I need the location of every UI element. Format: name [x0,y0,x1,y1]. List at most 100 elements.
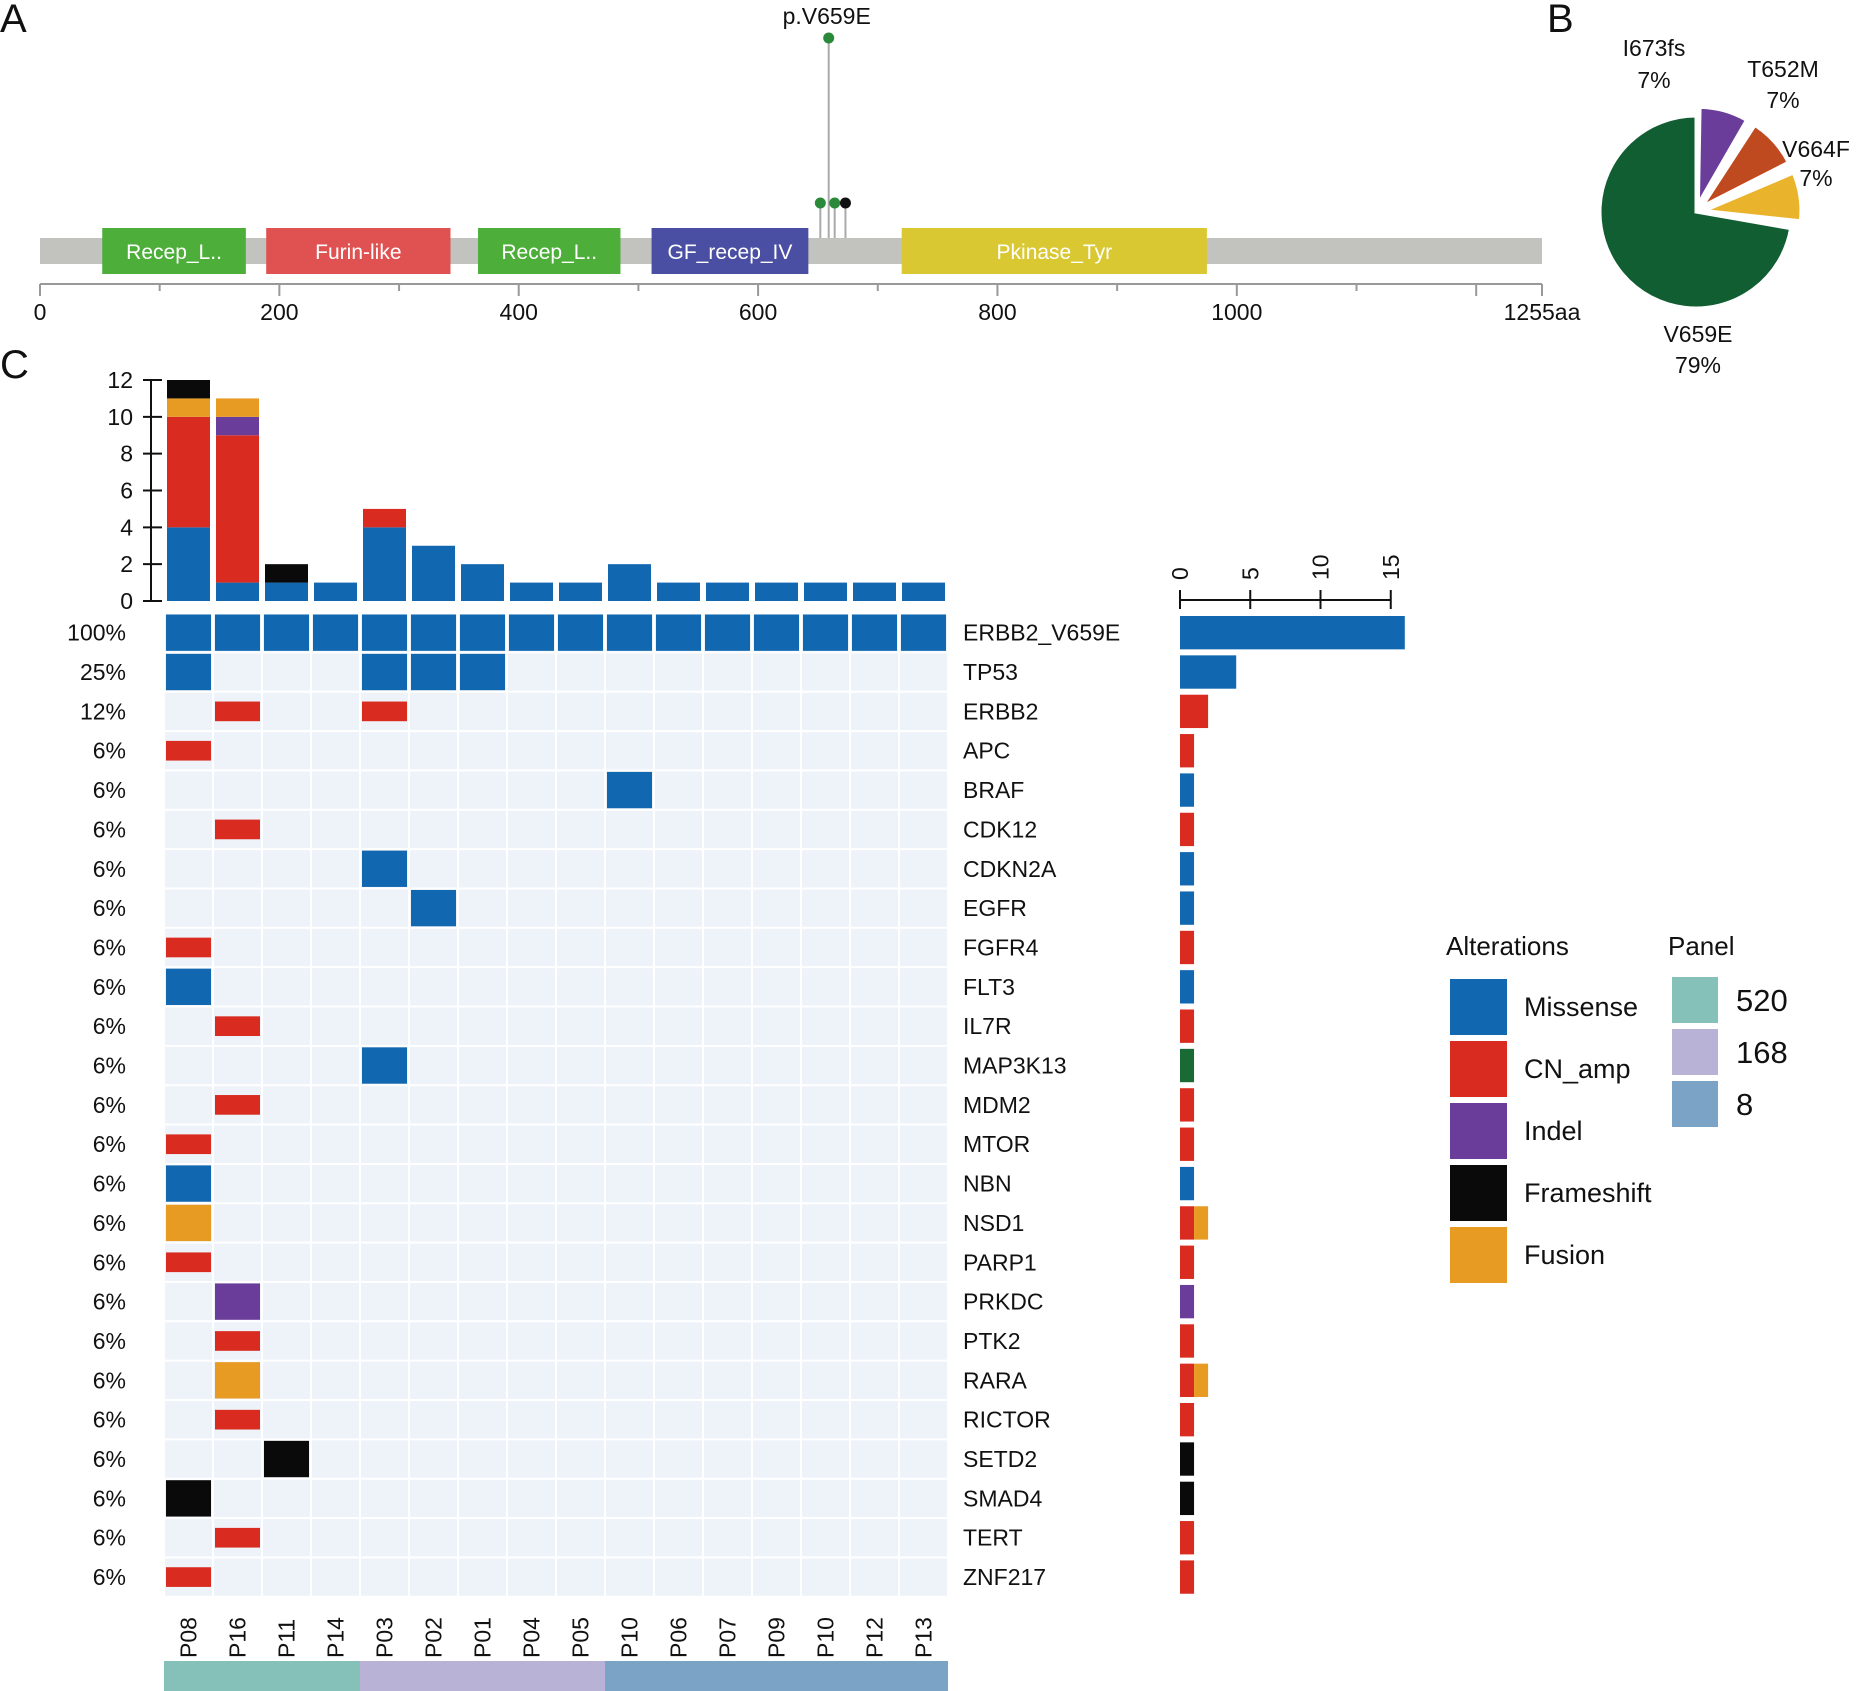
grid-cell [557,1007,604,1045]
grid-cell [361,771,408,809]
grid-cell [312,928,359,967]
grid-cell [802,1401,849,1439]
grid-cell [655,771,702,809]
grid-cell [361,1125,408,1163]
grid-cell [165,1361,212,1399]
grid-cell [263,889,310,927]
sample-bar-segment [559,582,602,601]
sample-bar-segment [167,398,210,417]
sample-labels: P08 P16 P11 P14 P03 P02 P01 P04 P05 P10 P06 P07 P09 P… [176,1617,937,1658]
grid-cell [312,1007,359,1045]
gene-percent: 6% [93,1367,126,1393]
sample-label: P08 [176,1617,202,1658]
grid-cell [410,1243,457,1281]
grid-cell [459,1282,506,1321]
sample-count-axis: 0 2 4 6 8 10 12 [107,367,162,614]
gene-name: RARA [963,1367,1028,1393]
alteration-cell [362,701,407,722]
grid-cell [312,1164,359,1203]
protein-axis-tick-label: 200 [260,299,298,325]
grid-cell [655,1322,702,1360]
grid-cell [263,968,310,1006]
grid-cell [900,1086,947,1124]
domain-box [266,228,451,274]
sample-bar-segment [265,582,308,601]
panel-strip [164,1661,948,1691]
grid-cell [900,1046,947,1085]
grid-cell [900,771,947,809]
sample-label: P05 [568,1617,594,1658]
gene-bar-segment [1180,1560,1195,1594]
grid-cell [557,1558,604,1596]
grid-cell [900,850,947,888]
alteration-cell [215,819,260,840]
pie-chart: V659E 79% I673fs 7% T652M 7% V664F 7% [1598,35,1850,378]
grid-cell [655,1125,702,1163]
grid-cell [802,1519,849,1557]
grid-cell [557,1361,604,1399]
grid-cell [312,1086,359,1124]
alteration-cell [215,614,260,651]
grid-cell [851,1519,898,1557]
grid-cell [655,1204,702,1242]
grid-cell [851,1164,898,1203]
grid-cell [704,692,751,731]
grid-cell [704,928,751,967]
grid-cell [459,1558,506,1596]
alteration-cell [264,1440,309,1478]
gene-bar-segment [1180,1363,1195,1397]
alteration-cell [166,614,211,651]
legend-panel-label: 8 [1736,1087,1753,1122]
grid-cell [851,1440,898,1478]
grid-cell [459,1086,506,1124]
gene-name: NBN [963,1171,1012,1197]
domain-label: Furin-like [315,241,401,264]
pie-slice-percent: 7% [1799,165,1832,191]
grid-cell [508,771,555,809]
sample-label: P12 [862,1617,888,1658]
grid-cell [606,1125,653,1163]
grid-cell [214,889,261,927]
legend-alteration-label: Missense [1524,992,1638,1022]
grid-cell [753,850,800,888]
grid-cell [606,1361,653,1399]
grid-cell [165,1519,212,1557]
sample-bar-segment [902,582,945,601]
legend-swatch [1450,1165,1507,1221]
grid-cell [312,732,359,770]
right-axis-tick-label: 0 [1167,567,1193,580]
grid-cell [753,968,800,1006]
sample-label: P07 [715,1617,741,1658]
gene-bar-segment [1194,1206,1209,1240]
alteration-cell [264,614,309,651]
grid-cell [802,1007,849,1045]
gene-name: PARP1 [963,1249,1037,1275]
grid-cell [655,850,702,888]
grid-cell [655,1440,702,1478]
lollipop-head [839,197,851,209]
sample-bar-segment [412,545,455,601]
grid-cell [753,653,800,691]
alteration-cell [166,1252,211,1273]
grid-cell [214,928,261,967]
grid-cell [606,1282,653,1321]
grid-cell [606,850,653,888]
grid-cell [263,732,310,770]
grid-cell [606,1479,653,1518]
grid-cell [753,1558,800,1596]
gene-count-bars [1180,616,1405,1594]
sample-bar-segment [167,380,210,399]
domain-label: Recep_L.. [126,241,222,264]
alteration-cell [901,614,946,651]
grid-cell [753,1440,800,1478]
grid-cell [263,1086,310,1124]
grid-cell [704,1046,751,1085]
grid-cell [508,968,555,1006]
gene-name: FLT3 [963,974,1015,1000]
grid-cell [851,1558,898,1596]
grid-cell [312,850,359,888]
sample-bar-segment [804,582,847,601]
grid-cell [704,1282,751,1321]
grid-cell [165,1007,212,1045]
grid-cell [704,1401,751,1439]
